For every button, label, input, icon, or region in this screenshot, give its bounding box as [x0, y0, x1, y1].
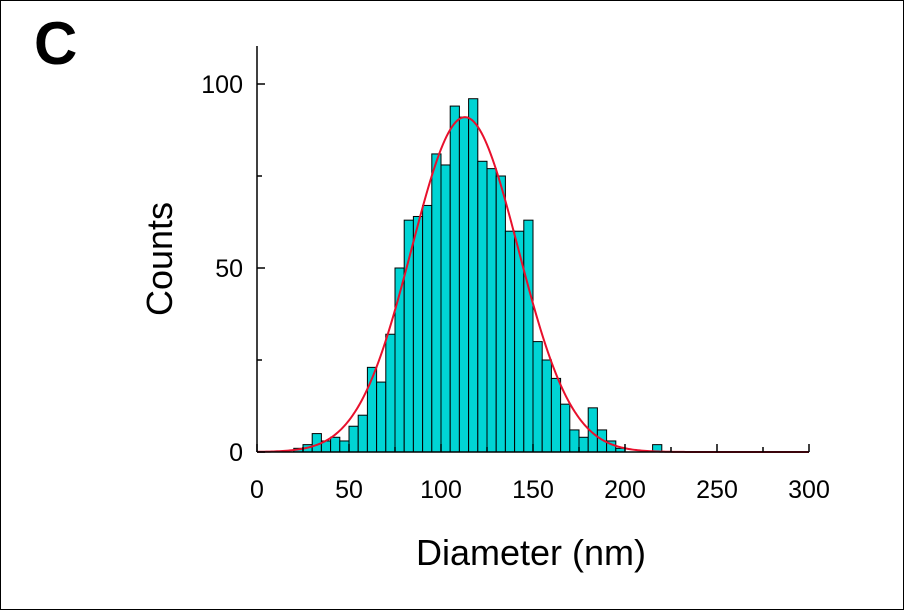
histogram-bar: [440, 164, 451, 453]
y-tick-label: 50: [215, 255, 243, 283]
histogram-bar: [348, 425, 359, 453]
histogram-bar: [403, 219, 414, 453]
histogram-bar: [532, 341, 543, 453]
x-tick-label: 100: [420, 476, 462, 504]
histogram-bar: [357, 414, 368, 453]
y-tick-label: 0: [229, 439, 243, 467]
histogram-bar: [523, 219, 534, 453]
histogram-bar: [412, 215, 424, 453]
x-tick-label: 0: [250, 476, 264, 504]
x-tick-label: 300: [788, 476, 830, 504]
histogram-bar: [376, 381, 387, 453]
histogram-bar: [422, 204, 433, 453]
histogram-bar: [578, 436, 589, 453]
histogram-bar: [504, 230, 516, 453]
histogram-bar: [449, 105, 460, 453]
histogram-bar: [486, 168, 497, 453]
x-axis-title: Diameter (nm): [416, 532, 646, 573]
y-axis-title: Counts: [139, 202, 180, 316]
labels-layer: Diameter (nm) Counts: [139, 202, 646, 573]
histogram-bar: [550, 377, 562, 453]
axes-layer: 0 50 100 150 200 250 300 0 50 100: [201, 46, 830, 504]
x-tick-label: 50: [335, 476, 363, 504]
histogram-bar: [477, 160, 488, 453]
histogram-bar: [495, 175, 506, 453]
bars-layer: [293, 98, 663, 453]
histogram-bar: [569, 429, 580, 453]
histogram-bar: [339, 440, 350, 453]
histogram-bar: [541, 359, 552, 453]
x-tick-label: 150: [512, 476, 554, 504]
histogram-bar: [468, 98, 479, 453]
panel-label: C: [34, 10, 78, 77]
histogram-bar: [560, 403, 571, 453]
x-tick-label: 250: [696, 476, 738, 504]
y-tick-label: 100: [201, 71, 243, 99]
histogram-bar: [330, 436, 341, 453]
histogram-bar: [385, 333, 396, 453]
histogram-bar: [431, 153, 442, 453]
histogram-bar: [458, 116, 470, 453]
x-tick-label: 200: [604, 476, 646, 504]
